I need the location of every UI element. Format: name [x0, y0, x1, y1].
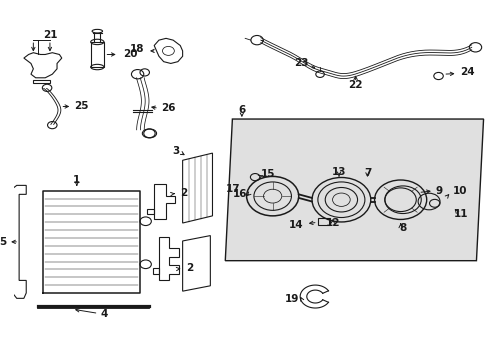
Text: 15: 15: [260, 168, 275, 179]
Text: 2: 2: [180, 188, 187, 198]
Text: 19: 19: [284, 294, 298, 305]
Text: 24: 24: [459, 67, 473, 77]
Text: 26: 26: [161, 103, 176, 113]
Bar: [317, 218, 329, 225]
Text: 5: 5: [0, 237, 6, 247]
Text: 11: 11: [453, 209, 467, 219]
Text: 13: 13: [331, 167, 346, 177]
Text: 4: 4: [101, 310, 108, 319]
Text: 23: 23: [293, 58, 307, 68]
Text: 10: 10: [452, 186, 467, 196]
Text: 8: 8: [399, 224, 406, 233]
Text: 12: 12: [325, 218, 340, 228]
Text: 16: 16: [233, 189, 247, 199]
Text: 18: 18: [130, 44, 144, 54]
Text: 21: 21: [43, 30, 57, 40]
Text: 17: 17: [226, 184, 241, 194]
Polygon shape: [225, 119, 483, 261]
Text: 14: 14: [288, 220, 303, 230]
Text: 20: 20: [123, 49, 138, 59]
Text: 2: 2: [185, 262, 193, 273]
Text: 3: 3: [172, 146, 179, 156]
Text: 7: 7: [363, 168, 370, 178]
Text: 1: 1: [73, 175, 81, 185]
Text: 9: 9: [434, 186, 442, 196]
Text: 6: 6: [238, 105, 245, 115]
Text: 25: 25: [75, 102, 89, 112]
Text: 22: 22: [347, 80, 362, 90]
Bar: [90, 42, 104, 67]
